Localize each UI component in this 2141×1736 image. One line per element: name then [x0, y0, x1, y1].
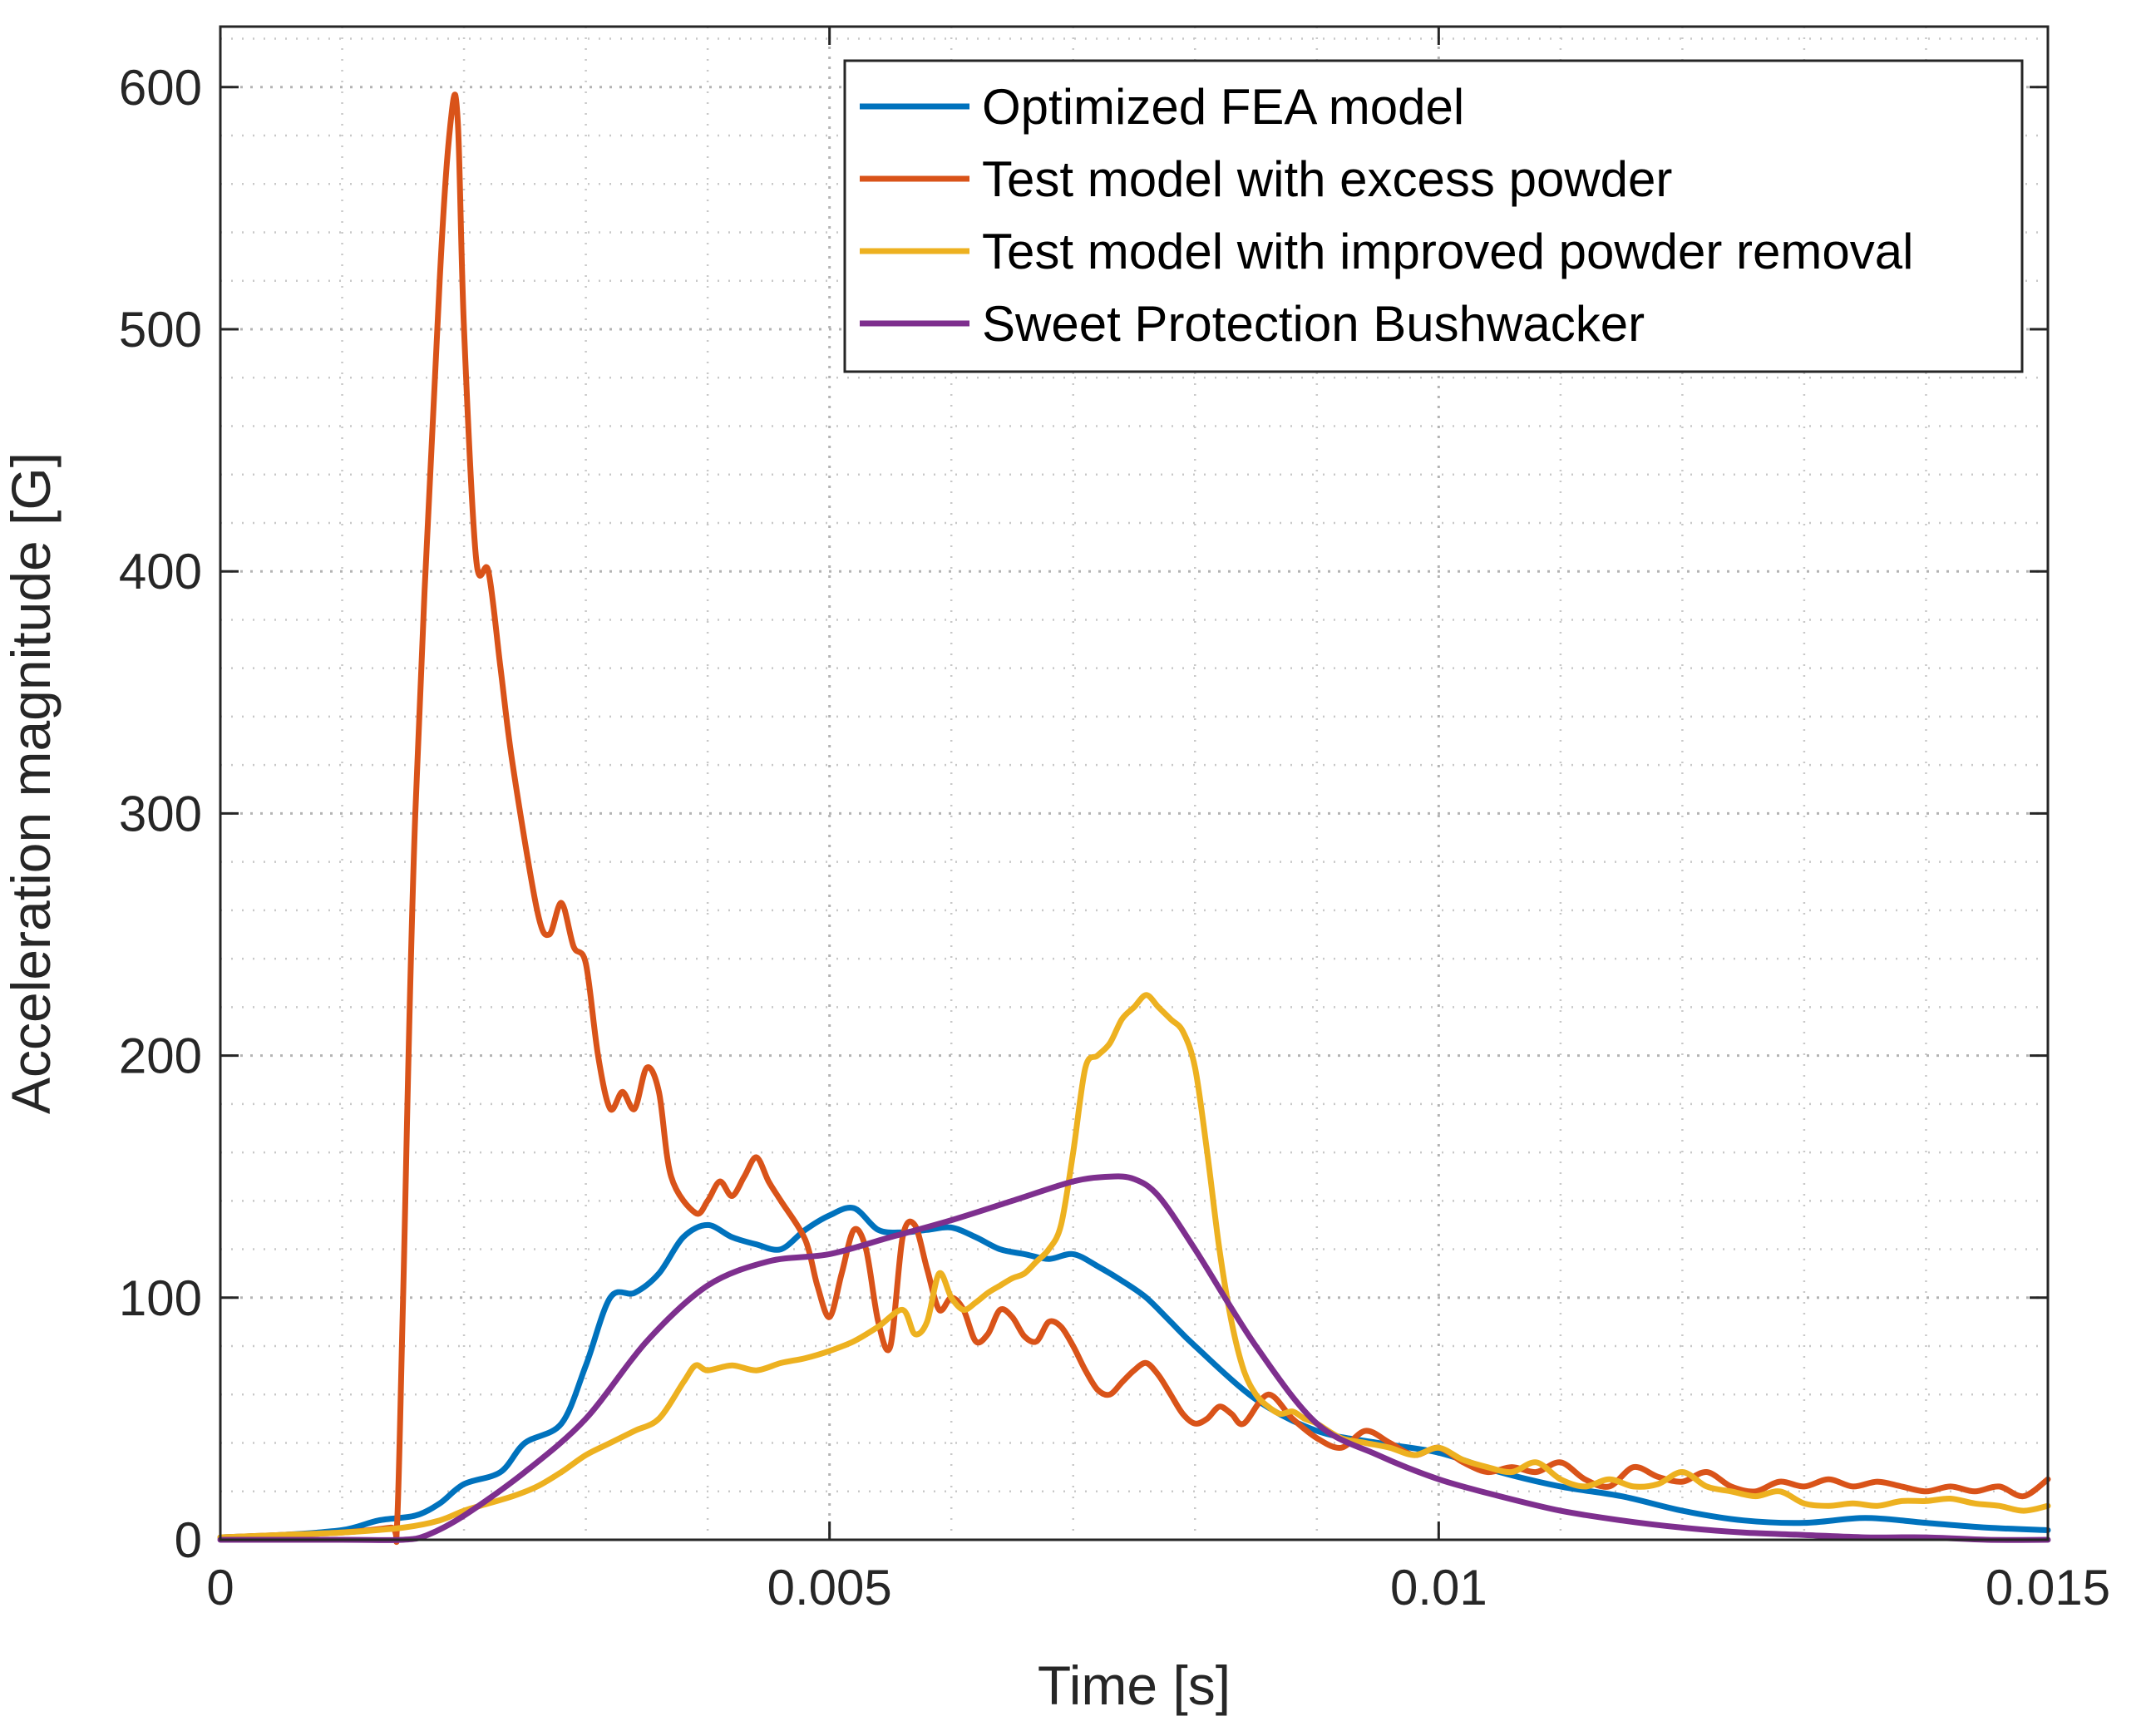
series-improved-powder-removal-line — [217, 992, 2051, 1541]
y-tick-label: 200 — [119, 1028, 202, 1084]
y-tick-label: 600 — [119, 60, 202, 116]
tick-labels: 0 0.005 0.01 0.015 0 100 200 300 400 500 600 — [119, 60, 2110, 1615]
series-optimized-fea-line — [217, 1205, 2051, 1541]
y-tick-label: 100 — [119, 1270, 202, 1326]
y-tick-label: 0 — [175, 1512, 202, 1568]
legend-label-series-excess-powder: Test model with excess powder — [982, 151, 1672, 207]
legend-label-series-bushwacker: Sweet Protection Bushwacker — [982, 296, 1645, 352]
series-layer — [217, 91, 2051, 1545]
y-tick-label: 500 — [119, 302, 202, 358]
y-tick-label: 400 — [119, 544, 202, 599]
legend: Optimized FEA model Test model with exces… — [843, 59, 2024, 373]
tick-marks — [219, 27, 2050, 1541]
legend-label-series-improved-powder-removal: Test model with improved powder removal — [982, 224, 1913, 279]
legend-label-series-optimized-fea: Optimized FEA model — [982, 79, 1464, 135]
series-bushwacker-line — [217, 1173, 2051, 1543]
x-tick-label: 0.005 — [767, 1560, 892, 1615]
plot-frame — [219, 25, 2050, 1541]
x-axis-label: Time [s] — [1038, 1655, 1231, 1716]
x-tick-label: 0.01 — [1390, 1560, 1487, 1615]
y-tick-label: 300 — [119, 786, 202, 841]
x-tick-label: 0 — [206, 1560, 234, 1615]
x-tick-label: 0.015 — [1986, 1560, 2110, 1615]
minor-grid — [220, 27, 2048, 1540]
legend-box — [843, 59, 2024, 373]
y-axis-label: Acceleration magnitude [G] — [0, 452, 62, 1114]
